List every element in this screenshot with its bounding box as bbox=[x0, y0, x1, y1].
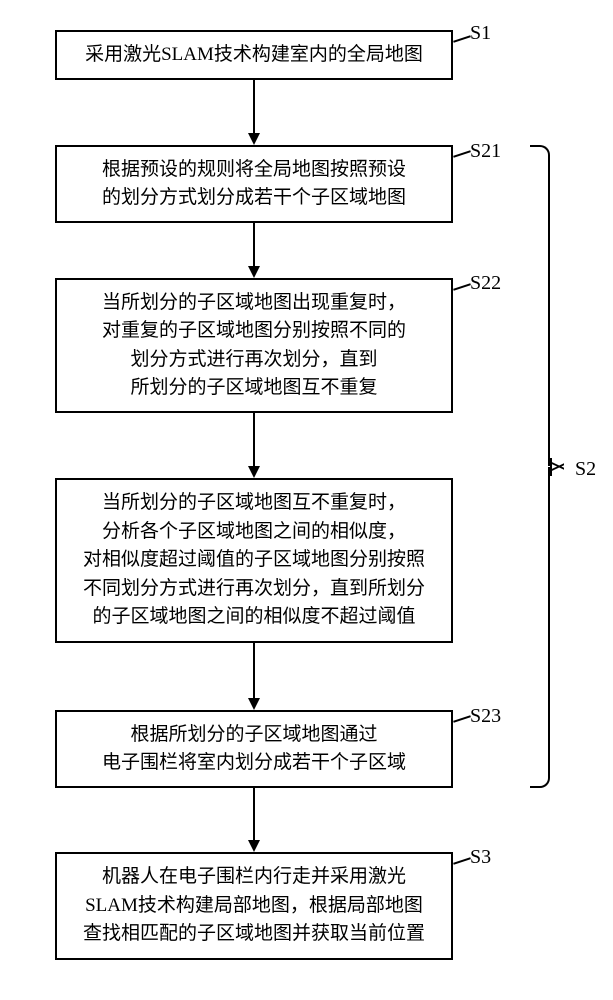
s22-lead-line bbox=[453, 283, 471, 290]
s1-lead-line bbox=[453, 35, 471, 42]
step-label-s21: S21 bbox=[470, 140, 501, 163]
arrow-head-icon bbox=[248, 133, 260, 145]
flow-box-s23-text: 根据所划分的子区域地图通过 电子围栏将室内划分成若干个子区域 bbox=[102, 721, 406, 778]
arrow-line bbox=[253, 413, 255, 466]
step-label-s22: S22 bbox=[470, 272, 501, 295]
flow-box-s22: 当所划分的子区域地图出现重复时， 对重复的子区域地图分别按照不同的 划分方式进行… bbox=[55, 278, 453, 413]
arrow-line bbox=[253, 80, 255, 133]
flow-box-s23: 根据所划分的子区域地图通过 电子围栏将室内划分成若干个子区域 bbox=[55, 710, 453, 788]
arrow-head-icon bbox=[248, 698, 260, 710]
arrow-line bbox=[253, 223, 255, 266]
flow-box-s21-text: 根据预设的规则将全局地图按照预设 的划分方式划分成若干个子区域地图 bbox=[102, 156, 406, 213]
arrow-head-icon bbox=[248, 840, 260, 852]
step-label-s23: S23 bbox=[470, 705, 501, 728]
s23-lead-line bbox=[453, 715, 471, 722]
arrow-head-icon bbox=[248, 466, 260, 478]
flow-box-s1-text: 采用激光SLAM技术构建室内的全局地图 bbox=[85, 41, 423, 70]
step-label-s3: S3 bbox=[470, 846, 491, 869]
flow-box-s1: 采用激光SLAM技术构建室内的全局地图 bbox=[55, 30, 453, 80]
s3-lead-line bbox=[453, 857, 471, 864]
arrow-head-icon bbox=[248, 266, 260, 278]
arrow-line bbox=[253, 643, 255, 698]
flow-box-s21: 根据预设的规则将全局地图按照预设 的划分方式划分成若干个子区域地图 bbox=[55, 145, 453, 223]
arrow-line bbox=[253, 788, 255, 840]
flow-box-s22b: 当所划分的子区域地图互不重复时， 分析各个子区域地图之间的相似度， 对相似度超过… bbox=[55, 478, 453, 643]
step-label-s2: S2 bbox=[575, 458, 596, 481]
flow-box-s22-text: 当所划分的子区域地图出现重复时， 对重复的子区域地图分别按照不同的 划分方式进行… bbox=[102, 289, 406, 403]
bracket-upper bbox=[530, 145, 550, 466]
bracket-lower bbox=[530, 467, 550, 788]
flow-box-s3: 机器人在电子围栏内行走并采用激光 SLAM技术构建局部地图，根据局部地图 查找相… bbox=[55, 852, 453, 960]
step-label-s1: S1 bbox=[470, 22, 491, 45]
s21-lead-line bbox=[453, 150, 471, 157]
flow-box-s22b-text: 当所划分的子区域地图互不重复时， 分析各个子区域地图之间的相似度， 对相似度超过… bbox=[83, 489, 425, 632]
flow-box-s3-text: 机器人在电子围栏内行走并采用激光 SLAM技术构建局部地图，根据局部地图 查找相… bbox=[83, 863, 425, 949]
